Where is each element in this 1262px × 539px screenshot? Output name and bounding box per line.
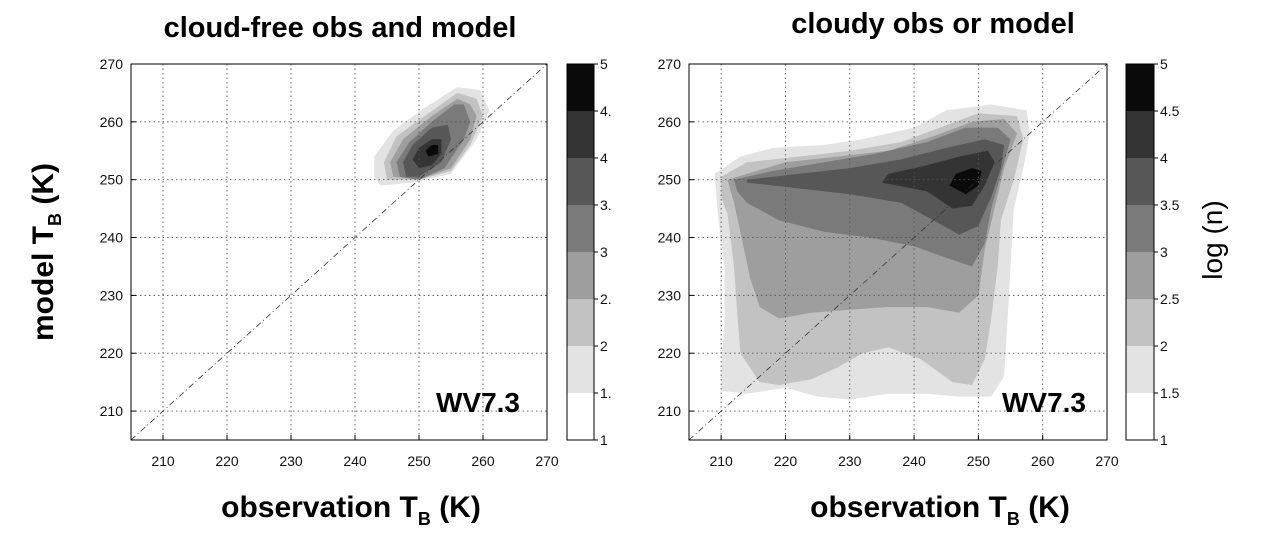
left-x-tick-label: 260: [471, 453, 495, 469]
right-colorbar-tick-label: 3.5: [1160, 197, 1180, 213]
right-colorbar-tick-label: 4: [1160, 150, 1168, 166]
right-x-tick-label: 240: [902, 453, 926, 469]
left-colorbar-tick-label: 3.: [600, 197, 612, 213]
right-colorbar-band: [1126, 205, 1154, 252]
right-y-tick-label: 220: [658, 345, 682, 361]
right-colorbar-tick-label: 1.5: [1160, 385, 1180, 401]
right-x-axis-title: observation TB (K): [810, 491, 1070, 529]
right-y-tick-label: 260: [658, 114, 682, 130]
left-colorbar-band: [567, 64, 594, 111]
right-colorbar-tick-label: 5: [1160, 56, 1168, 72]
right-colorbar-band: [1126, 111, 1154, 158]
left-x-tick-labels: 210 220 230 240 250 260 270: [151, 435, 559, 469]
left-y-tick-labels: 210 220 230 240 250 260 270: [100, 56, 136, 419]
left-colorbar-tick-label: 4: [600, 150, 608, 166]
left-contour-fill: [374, 87, 490, 186]
right-contour-level-4-5: [949, 168, 982, 195]
left-colorbar-band: [567, 158, 594, 205]
left-y-tick-label: 230: [100, 287, 124, 303]
left-grid: [131, 64, 547, 440]
left-x-tick-label: 230: [279, 453, 303, 469]
right-y-tick-label: 230: [658, 287, 682, 303]
left-colorbar-band: [567, 205, 594, 252]
left-colorbar-tick-label: 3: [600, 244, 608, 260]
left-y-tick-label: 250: [100, 172, 124, 188]
left-x-axis-title: observation TB (K): [221, 491, 481, 529]
left-colorbar-tick-label: 2.: [600, 291, 612, 307]
left-colorbar: 1 1. 2 2. 3 3. 4 4. 5: [566, 56, 612, 448]
left-colorbar-band: [567, 299, 594, 346]
right-y-tick-label: 270: [658, 56, 682, 72]
left-colorbar-band: [567, 252, 594, 299]
left-colorbar-tick-label: 1: [600, 432, 608, 448]
right-x-tick-label: 270: [1095, 453, 1119, 469]
right-colorbar-tick-label: 4.5: [1160, 103, 1180, 119]
left-x-tick-label: 210: [151, 453, 175, 469]
left-y-tick-label: 240: [100, 230, 124, 246]
chart-panel-left: cloud-free obs and model 210 220 230 240 250…: [100, 12, 612, 469]
left-y-tick-label: 260: [100, 114, 124, 130]
right-colorbar-band: [1126, 299, 1154, 346]
right-x-tick-label: 250: [967, 453, 991, 469]
left-contour-level-4-5: [425, 145, 439, 157]
left-x-tick-label: 220: [215, 453, 239, 469]
right-x-tick-label: 260: [1031, 453, 1055, 469]
left-colorbar-tick-label: 5: [600, 56, 608, 72]
right-colorbar-band: [1126, 64, 1154, 111]
left-x-tick-label: 240: [343, 453, 367, 469]
right-x-tick-labels: 210 220 230 240 250 260 270: [709, 435, 1119, 469]
left-colorbar-band: [567, 111, 594, 158]
left-colorbar-band: [567, 346, 594, 393]
right-y-tick-label: 210: [658, 403, 682, 419]
right-x-tick-label: 220: [774, 453, 798, 469]
right-colorbar: 1 1.5 2 2.5 3 3.5 4 4.5 5: [1125, 56, 1180, 448]
right-panel-label: WV7.3: [1002, 387, 1086, 418]
y-axis-title: model TB (K): [27, 163, 65, 341]
left-colorbar-band: [567, 393, 594, 440]
right-colorbar-tick-label: 1: [1160, 432, 1168, 448]
right-x-tick-label: 210: [709, 453, 733, 469]
right-x-tick-label: 230: [838, 453, 862, 469]
right-colorbar-band: [1126, 158, 1154, 205]
right-colorbar-tick-label: 2: [1160, 338, 1168, 354]
right-colorbar-tick-label: 3: [1160, 244, 1168, 260]
left-colorbar-tick-label: 4.: [600, 103, 612, 119]
right-y-tick-labels: 210 220 230 240 250 260 270: [658, 56, 694, 419]
left-panel-label: WV7.3: [436, 387, 520, 418]
left-y-tick-label: 270: [100, 56, 124, 72]
chart-panel-right: cloudy obs or model 210 220 230 240 250 260 27…: [658, 8, 1228, 469]
right-colorbar-band: [1126, 393, 1154, 440]
right-one-to-one-line: [688, 63, 1108, 441]
left-plot-frame: [130, 63, 548, 441]
left-y-tick-label: 220: [100, 345, 124, 361]
right-contour-fill: [714, 104, 1030, 400]
right-colorbar-band: [1126, 346, 1154, 393]
left-x-tick-label: 250: [407, 453, 431, 469]
left-x-tick-label: 270: [535, 453, 559, 469]
left-colorbar-tick-label: 2: [600, 338, 608, 354]
left-colorbar-tick-label: 1.: [600, 385, 612, 401]
right-colorbar-tick-label: 2.5: [1160, 291, 1180, 307]
left-chart-title: cloud-free obs and model: [164, 12, 517, 44]
colorbar-axis-label: log (n): [1197, 200, 1228, 279]
right-plot-frame: [688, 63, 1108, 441]
left-one-to-one-line: [130, 63, 548, 441]
right-colorbar-band: [1126, 252, 1154, 299]
right-y-tick-label: 240: [658, 230, 682, 246]
left-y-tick-label: 210: [100, 403, 124, 419]
right-y-tick-label: 250: [658, 172, 682, 188]
right-contour-level-4: [881, 150, 995, 209]
right-chart-title: cloudy obs or model: [791, 8, 1075, 40]
